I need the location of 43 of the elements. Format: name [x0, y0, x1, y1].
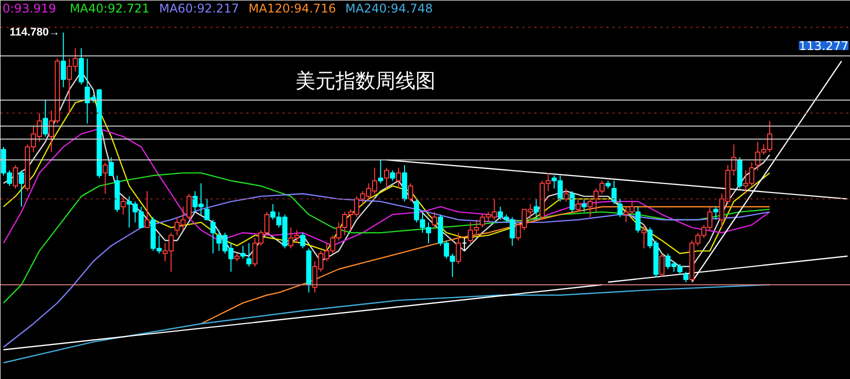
- candlestick: [186, 193, 192, 220]
- candlestick: [102, 162, 108, 194]
- candlestick: [144, 190, 150, 228]
- candlestick: [210, 219, 216, 254]
- candlestick: [108, 156, 114, 176]
- candlestick: [588, 198, 593, 218]
- candlestick: [396, 167, 402, 190]
- candlestick: [300, 232, 306, 249]
- candlestick: [42, 100, 48, 138]
- candlestick: [641, 224, 647, 249]
- candlestick: [617, 198, 623, 218]
- candlestick: [18, 170, 24, 208]
- candlestick: [384, 167, 390, 190]
- candlestick: [456, 232, 462, 264]
- candlestick: [378, 159, 384, 184]
- candlestick: [611, 180, 617, 205]
- candlestick: [120, 196, 126, 216]
- candlestick: [635, 206, 641, 234]
- text: 0:93.919: [2, 2, 56, 16]
- candlestick: [713, 206, 718, 220]
- candlestick: [78, 48, 84, 86]
- text: MA40:92.721: [70, 2, 150, 16]
- candlestick: [204, 198, 210, 220]
- candlestick: [432, 211, 438, 228]
- candlestick: [659, 253, 665, 278]
- annotation: 113.277: [798, 39, 848, 53]
- candlestick: [683, 271, 688, 283]
- text: MA120:94.716: [248, 2, 336, 16]
- candlestick: [390, 170, 396, 182]
- candlestick: [246, 242, 252, 268]
- text: MA60:92.217: [159, 2, 239, 16]
- candlestick: [240, 245, 246, 260]
- candlestick: [576, 198, 581, 212]
- candlestick: [582, 198, 587, 212]
- annotation: 114.780→: [10, 26, 60, 39]
- text: 美元指数周线图: [296, 68, 436, 92]
- candlestick: [564, 188, 569, 202]
- candlestick: [12, 164, 18, 190]
- text: MA240:94.748: [345, 2, 433, 16]
- candlestick: [570, 190, 575, 212]
- candlestick: [408, 182, 414, 202]
- candlestick: [60, 32, 66, 88]
- candlestick: [534, 198, 539, 220]
